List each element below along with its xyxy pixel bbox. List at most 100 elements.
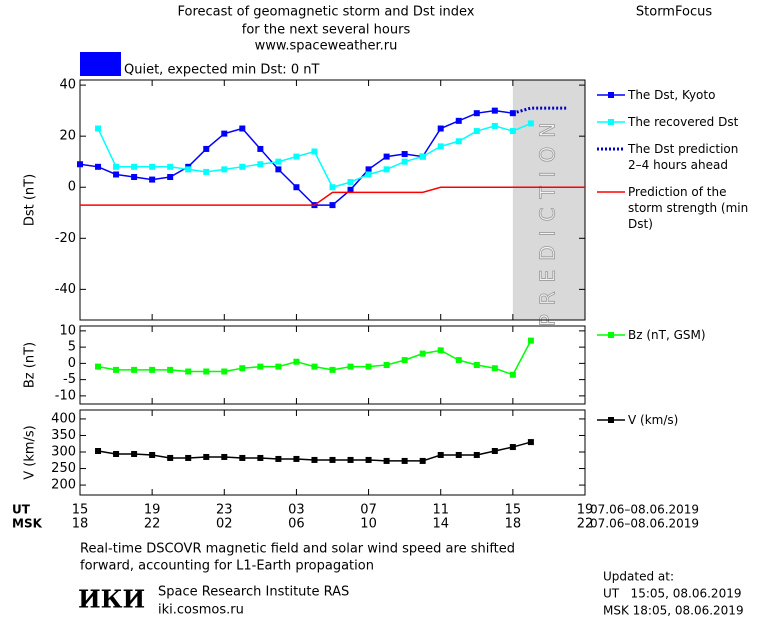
- legend-label: Prediction of the storm strength (min Ds…: [628, 185, 749, 231]
- point: [473, 110, 480, 117]
- point: [365, 171, 372, 178]
- point: [113, 163, 120, 170]
- y-tick-label: -5: [63, 372, 76, 387]
- point: [347, 363, 354, 370]
- y-tick-label: 250: [51, 461, 76, 476]
- point: [293, 455, 300, 462]
- point: [221, 130, 228, 137]
- panel-frame: [79, 409, 586, 496]
- point: [275, 158, 282, 165]
- x-tick-label: 15: [72, 503, 89, 518]
- point: [473, 451, 480, 458]
- y-axis-label: V (km/s): [23, 425, 38, 480]
- point: [437, 143, 444, 150]
- point: [257, 454, 264, 461]
- point: [293, 184, 300, 191]
- legend-swatch: [597, 92, 625, 98]
- y-axis-label: Bz (nT): [23, 342, 38, 388]
- point: [275, 166, 282, 173]
- point: [311, 363, 318, 370]
- status-swatch: [80, 52, 121, 76]
- x-date-range: 07.06–08.06.2019: [590, 503, 699, 517]
- point: [257, 363, 264, 370]
- legend-item: Bz (nT, GSM): [597, 327, 757, 343]
- point: [383, 153, 390, 160]
- point: [203, 145, 210, 152]
- x-tick-label: 14: [432, 517, 449, 532]
- point: [527, 120, 534, 127]
- x-tick-label: 07: [360, 503, 377, 518]
- point: [347, 456, 354, 463]
- legend-swatch: [597, 332, 625, 338]
- y-axis-label: Dst (nT): [23, 174, 38, 226]
- point: [419, 153, 426, 160]
- legend-swatch: [597, 417, 625, 423]
- x-tick-label: 23: [216, 503, 233, 518]
- x-tick-label: 10: [360, 517, 377, 532]
- prediction-region: [512, 80, 585, 320]
- x-tick-label: 18: [505, 517, 522, 532]
- x-tick-label: 18: [72, 517, 89, 532]
- point: [221, 166, 228, 173]
- legend-label: V (km/s): [628, 413, 679, 427]
- point: [113, 366, 120, 373]
- point: [167, 454, 174, 461]
- point: [293, 358, 300, 365]
- series-line: [512, 106, 567, 115]
- point: [509, 128, 516, 135]
- point: [149, 451, 156, 458]
- x-tick-label: 22: [577, 517, 594, 532]
- point: [347, 179, 354, 186]
- y-tick-label: 400: [51, 411, 76, 426]
- y-tick-label: 40: [59, 78, 76, 93]
- legend-item: The recovered Dst: [597, 114, 757, 130]
- point: [131, 366, 138, 373]
- legend-swatch: [597, 119, 625, 125]
- status: Quiet, expected min Dst: 0 nT: [124, 63, 319, 78]
- series-line: [97, 340, 532, 376]
- y-tick-label: -20: [55, 231, 76, 246]
- site: iki.cosmos.ru: [158, 603, 244, 618]
- point: [275, 455, 282, 462]
- note-line: forward, accounting for L1-Earth propaga…: [80, 559, 374, 574]
- point: [455, 117, 462, 124]
- point: [95, 125, 102, 132]
- panel-frame: [79, 325, 586, 405]
- point: [383, 166, 390, 173]
- point: [131, 450, 138, 457]
- point: [257, 145, 264, 152]
- point: [239, 163, 246, 170]
- point: [491, 448, 498, 455]
- point: [239, 454, 246, 461]
- point: [509, 371, 516, 378]
- legend-marker: [608, 332, 614, 338]
- y-tick-label: 10: [59, 323, 76, 338]
- point: [527, 439, 534, 446]
- point: [347, 186, 354, 193]
- x-tick-label: 19: [144, 503, 161, 518]
- legend-marker: [608, 417, 614, 423]
- point: [383, 362, 390, 368]
- point: [221, 368, 228, 375]
- legend-label: Bz (nT, GSM): [628, 328, 706, 342]
- point: [329, 202, 336, 209]
- point: [527, 337, 534, 344]
- point: [95, 363, 102, 370]
- point: [167, 163, 174, 170]
- point: [401, 158, 408, 165]
- point: [131, 174, 138, 181]
- x-tick-label: 15: [505, 503, 522, 518]
- y-tick-label: 200: [51, 478, 76, 493]
- title-line: www.spaceweather.ru: [255, 39, 398, 54]
- point: [473, 362, 480, 368]
- y-tick-label: 300: [51, 445, 76, 460]
- x-tick-label: 06: [288, 517, 305, 532]
- point: [455, 357, 462, 364]
- series-line: [80, 186, 585, 206]
- point: [419, 457, 426, 464]
- legend-item: V (km/s): [597, 412, 757, 428]
- point: [275, 363, 282, 370]
- note-line: Real-time DSCOVR magnetic field and sola…: [80, 542, 515, 557]
- point: [149, 176, 156, 183]
